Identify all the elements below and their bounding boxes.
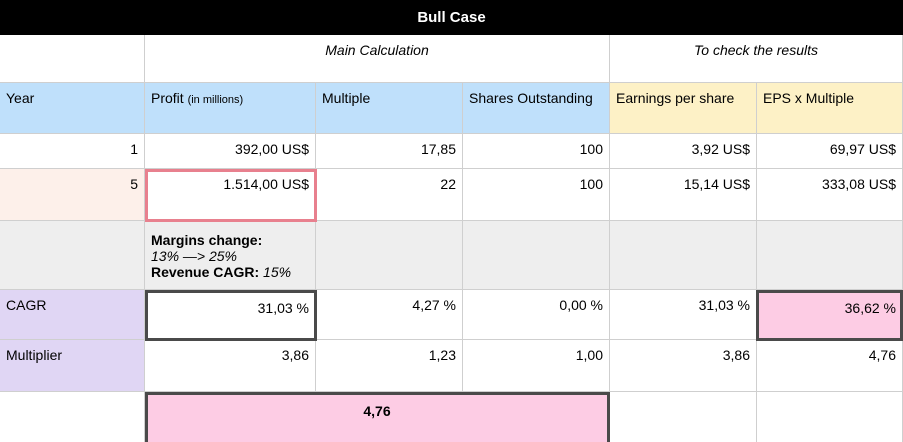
cell-total-blank-f[interactable] bbox=[757, 392, 903, 442]
cell-cagr-shares[interactable]: 0,00 % bbox=[463, 290, 610, 340]
header-profit-unit: (in millions) bbox=[187, 94, 244, 106]
cell-cagr-eps-multiple[interactable]: 36,62 % bbox=[757, 290, 903, 340]
section-check-results[interactable]: To check the results bbox=[610, 35, 903, 83]
header-profit[interactable]: Profit (in millions) bbox=[145, 83, 316, 134]
cell-eps-1[interactable]: 3,92 US$ bbox=[610, 134, 757, 169]
cell-cagr-multiple[interactable]: 4,27 % bbox=[316, 290, 463, 340]
cell-cagr-eps[interactable]: 31,03 % bbox=[610, 290, 757, 340]
cell-note-blank-f[interactable] bbox=[757, 221, 903, 290]
cell-multiplier-eps[interactable]: 3,86 bbox=[610, 340, 757, 392]
cell-eps-5[interactable]: 15,14 US$ bbox=[610, 169, 757, 221]
cell-note-blank-c[interactable] bbox=[316, 221, 463, 290]
header-eps-x-multiple[interactable]: EPS x Multiple bbox=[757, 83, 903, 134]
header-shares-outstanding[interactable]: Shares Outstanding bbox=[463, 83, 610, 134]
cell-shares-1[interactable]: 100 bbox=[463, 134, 610, 169]
cell-eps-multiple-1[interactable]: 69,97 US$ bbox=[757, 134, 903, 169]
row-label-multiplier[interactable]: Multiplier bbox=[0, 340, 145, 392]
cell-year-1[interactable]: 1 bbox=[0, 134, 145, 169]
cell-note-blank-a[interactable] bbox=[0, 221, 145, 290]
section-main-calculation[interactable]: Main Calculation bbox=[145, 35, 610, 83]
header-profit-label: Profit bbox=[151, 90, 184, 106]
cell-year-5[interactable]: 5 bbox=[0, 169, 145, 221]
cell-total-blank-e[interactable] bbox=[610, 392, 757, 442]
cell-note-blank-d[interactable] bbox=[463, 221, 610, 290]
cell-total-result[interactable]: 4,76 bbox=[145, 392, 610, 442]
cell-profit-5[interactable]: 1.514,00 US$ bbox=[145, 169, 316, 221]
cell-multiplier-multiple[interactable]: 1,23 bbox=[316, 340, 463, 392]
cell-cagr-profit[interactable]: 31,03 % bbox=[145, 290, 316, 340]
cell-shares-5[interactable]: 100 bbox=[463, 169, 610, 221]
note-revenue-label: Revenue CAGR: bbox=[151, 264, 260, 280]
header-multiple[interactable]: Multiple bbox=[316, 83, 463, 134]
cell-assumptions-note[interactable]: Margins change: 13% —> 25% Revenue CAGR:… bbox=[145, 221, 316, 290]
cell-multiple-5[interactable]: 22 bbox=[316, 169, 463, 221]
header-year[interactable]: Year bbox=[0, 83, 145, 134]
cell-multiple-1[interactable]: 17,85 bbox=[316, 134, 463, 169]
cell-note-blank-e[interactable] bbox=[610, 221, 757, 290]
cell-eps-multiple-5[interactable]: 333,08 US$ bbox=[757, 169, 903, 221]
note-margins-label: Margins change: bbox=[151, 232, 263, 248]
row-label-cagr[interactable]: CAGR bbox=[0, 290, 145, 340]
header-earnings-per-share[interactable]: Earnings per share bbox=[610, 83, 757, 134]
cell-blank-a2[interactable] bbox=[0, 35, 145, 83]
sheet-title[interactable]: Bull Case bbox=[0, 0, 903, 35]
note-revenue-value: 15% bbox=[263, 264, 292, 280]
cell-multiplier-shares[interactable]: 1,00 bbox=[463, 340, 610, 392]
cell-multiplier-eps-multiple[interactable]: 4,76 bbox=[757, 340, 903, 392]
cell-profit-1[interactable]: 392,00 US$ bbox=[145, 134, 316, 169]
cell-multiplier-profit[interactable]: 3,86 bbox=[145, 340, 316, 392]
note-margins-value: 13% —> 25% bbox=[151, 248, 237, 264]
cell-total-blank-a[interactable] bbox=[0, 392, 145, 442]
